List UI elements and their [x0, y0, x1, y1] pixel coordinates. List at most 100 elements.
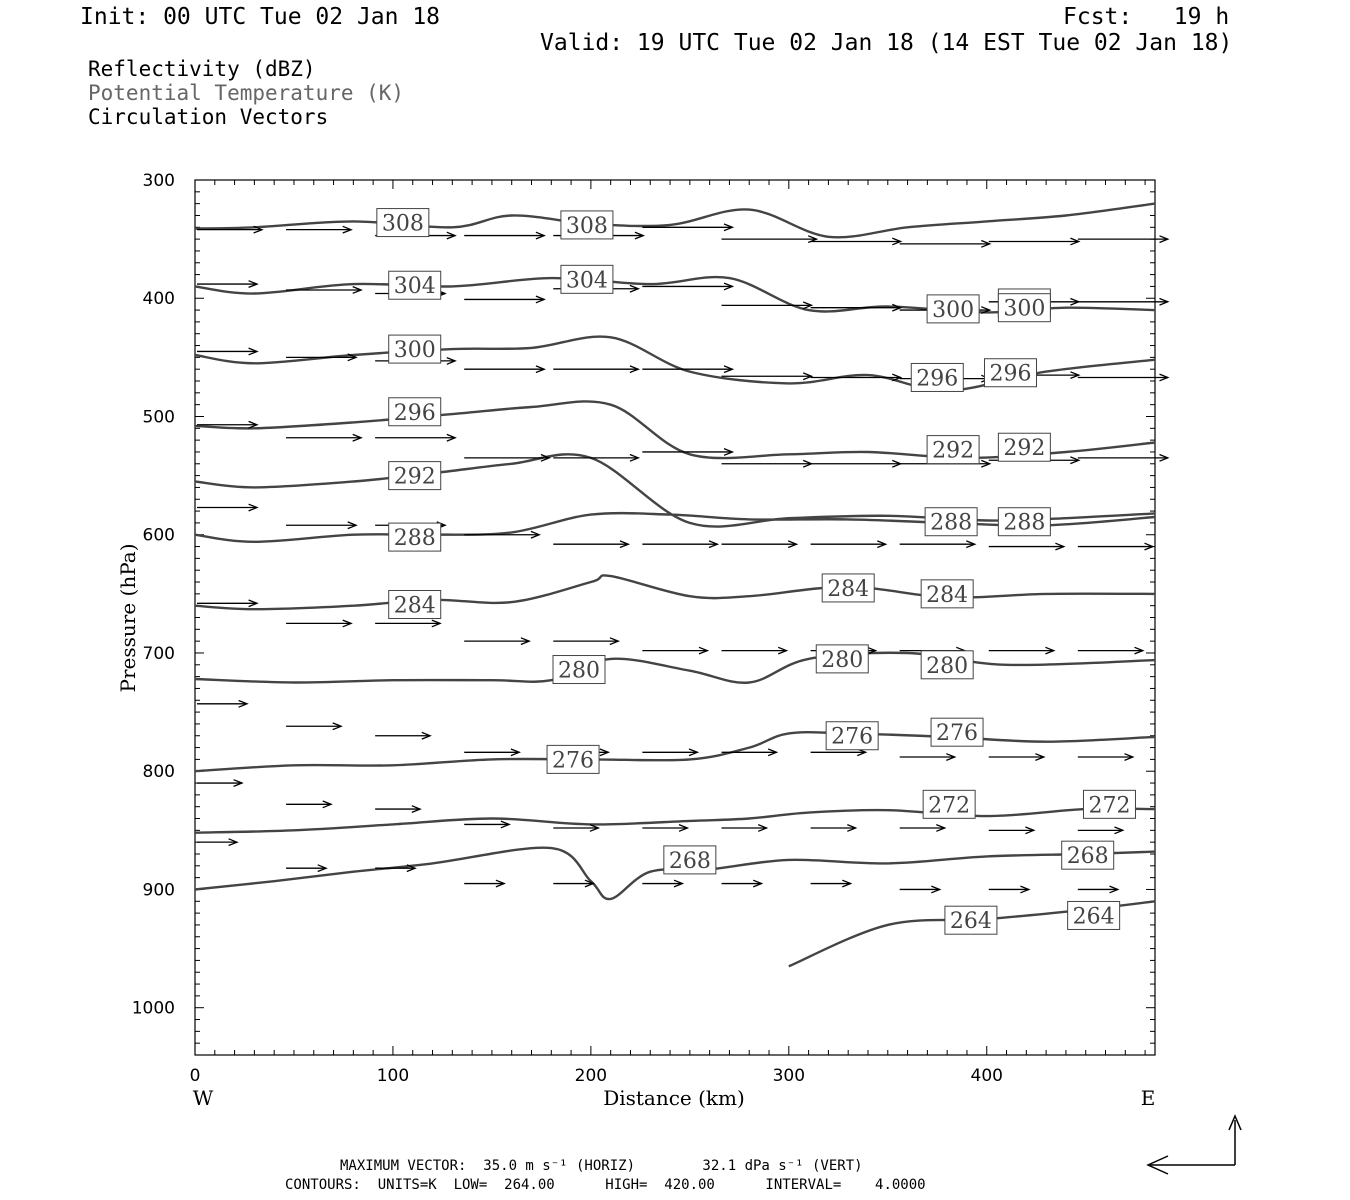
vector-head-icon: [1020, 885, 1031, 894]
init-time-label: Init: 00 UTC Tue 02 Jan 18: [80, 4, 441, 30]
vector-head-icon: [946, 753, 957, 762]
vector-head-icon: [446, 433, 457, 442]
contour-label-box: [663, 845, 717, 875]
vector-head-icon: [723, 282, 735, 291]
contour-label: 276: [936, 721, 978, 746]
isentrope-296: [194, 400, 1156, 460]
vector-head-icon: [892, 237, 903, 246]
vector-head-icon: [1159, 235, 1170, 244]
vector-head-icon: [1070, 237, 1081, 246]
contour-label-box: [924, 507, 978, 537]
contour-label: 292: [394, 465, 436, 490]
x-tick-label: 200: [575, 1066, 607, 1086]
vector-head-icon: [802, 301, 814, 310]
vector-head-icon: [767, 748, 779, 757]
vector-head-icon: [966, 540, 977, 549]
vector-head-icon: [1070, 456, 1081, 465]
x-tick-label: 400: [971, 1066, 1003, 1086]
contour-label: 304: [394, 274, 436, 299]
vector-head-icon: [723, 223, 735, 232]
contour-label: 276: [552, 748, 594, 773]
contour-info-note: CONTOURS: UNITS=K LOW= 264.00 HIGH= 420.…: [285, 1177, 926, 1193]
contour-label: 272: [928, 793, 970, 818]
x-tick-label: 0: [190, 1066, 201, 1086]
contour-label-box: [930, 717, 984, 747]
isentrope-300: [194, 335, 1156, 392]
y-axis-title: Pressure (hPa): [116, 544, 140, 693]
contour-label-box: [920, 650, 974, 680]
vector-head-icon: [1055, 542, 1066, 551]
vector-head-icon: [589, 823, 601, 832]
vector-head-icon: [678, 823, 690, 832]
contour-label-box: [560, 264, 614, 294]
vector-head-icon: [723, 447, 735, 456]
vector-head-icon: [981, 459, 992, 468]
vector-head-icon: [867, 646, 878, 655]
contour-label: 292: [1003, 436, 1045, 461]
vector-head-icon: [1124, 753, 1135, 762]
vector-head-icon: [253, 225, 264, 234]
contour-label-box: [926, 435, 980, 465]
vector-head-icon: [510, 748, 521, 757]
y-tick-label: 900: [143, 880, 175, 900]
contour-label: 284: [827, 577, 869, 602]
contour-label-box: [388, 397, 442, 427]
forecast-hour-label: Fcst: 19 h: [1063, 4, 1230, 30]
vector-head-icon: [584, 879, 596, 888]
contour-label: 284: [926, 583, 968, 608]
contour-label-box: [926, 294, 980, 324]
x-tick-label: 300: [773, 1066, 805, 1086]
contour-label-box: [560, 210, 614, 240]
vector-head-icon: [609, 637, 621, 646]
vector-head-icon: [535, 231, 546, 240]
vector-head-icon: [332, 722, 343, 731]
vector-head-icon: [802, 372, 814, 381]
contour-label-box: [944, 905, 998, 935]
contour-label-box: [815, 644, 869, 674]
legend-circulation-vectors: Circulation Vectors: [88, 105, 329, 129]
y-tick-label: 300: [143, 171, 175, 191]
contour-labels: 3083083043043043003003002962962962922922…: [376, 208, 1136, 935]
contour-label: 308: [566, 214, 608, 239]
contour-label-box: [388, 522, 442, 552]
contour-label: 264: [950, 909, 992, 934]
vector-head-icon: [698, 646, 710, 655]
vector-head-icon: [629, 365, 641, 374]
vector-head-icon: [752, 879, 764, 888]
vector-head-icon: [1035, 753, 1046, 762]
isentrope-272: [194, 807, 1156, 834]
contour-label-box: [825, 721, 879, 751]
contour-label: 292: [932, 439, 974, 464]
vector-head-icon: [1144, 542, 1155, 551]
vector-head-icon: [629, 453, 641, 462]
contour-label-box: [388, 461, 442, 491]
x-axis-east-label: E: [1141, 1086, 1156, 1110]
contour-label: 280: [821, 648, 863, 673]
contour-label: 300: [1003, 297, 1045, 322]
contour-label: 268: [1067, 844, 1109, 869]
vector-head-icon: [406, 864, 417, 873]
vector-head-icon: [352, 285, 363, 294]
contour-label-box: [997, 432, 1051, 462]
contour-label: 264: [1073, 904, 1115, 929]
isentrope-292: [194, 453, 1156, 528]
contour-label-box: [1082, 789, 1136, 819]
contour-label-box: [922, 789, 976, 819]
vector-head-icon: [981, 239, 992, 248]
vector-head-icon: [847, 823, 858, 832]
vector-head-icon: [1109, 885, 1120, 894]
vector-head-icon: [931, 885, 942, 894]
vector-head-icon: [248, 599, 259, 608]
contour-label: 288: [1003, 511, 1045, 536]
vector-head-icon: [723, 365, 735, 374]
vector-head-icon: [708, 540, 720, 549]
contour-label: 276: [831, 725, 873, 750]
vector-head-icon: [347, 521, 358, 530]
contour-label: 300: [394, 338, 436, 363]
vector-head-icon: [446, 356, 457, 365]
vector-head-icon: [634, 231, 646, 240]
contour-label-box: [1067, 900, 1121, 930]
vector-head-icon: [1114, 826, 1125, 835]
contour-label: 280: [558, 659, 600, 684]
